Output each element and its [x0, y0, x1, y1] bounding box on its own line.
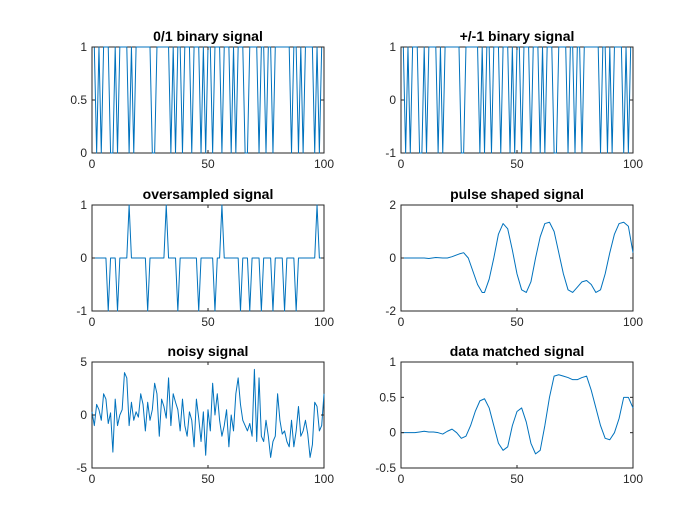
series-line — [91, 368, 325, 458]
x-tick-label: 100 — [623, 157, 643, 171]
y-tick-label: 0 — [389, 93, 396, 107]
y-tick-label: -2 — [385, 304, 396, 318]
panel-title: pulse shaped signal — [450, 186, 584, 202]
x-tick-label: 100 — [623, 472, 643, 486]
y-tick-label: 2 — [389, 198, 396, 212]
panel-title: data matched signal — [450, 343, 585, 359]
y-tick-label: -0.5 — [375, 461, 396, 475]
x-tick-label: 50 — [510, 315, 524, 329]
y-tick-label: 1 — [389, 40, 396, 54]
axes-box — [400, 204, 634, 312]
panel-title: +/-1 binary signal — [460, 28, 575, 44]
y-tick-label: 0 — [389, 426, 396, 440]
x-tick-label: 50 — [510, 157, 524, 171]
series-line — [401, 374, 634, 455]
panel-title: 0/1 binary signal — [153, 28, 263, 44]
x-tick-label: 100 — [314, 157, 334, 171]
x-tick-label: 100 — [314, 472, 334, 486]
x-tick-label: 0 — [398, 157, 405, 171]
y-tick-label: -1 — [385, 146, 396, 160]
x-tick-label: 50 — [201, 315, 215, 329]
x-tick-label: 100 — [623, 315, 643, 329]
panel-title: oversampled signal — [143, 186, 274, 202]
panel-binary-01: 0 50 100 0 0.5 1 0/1 binary signal — [70, 28, 334, 171]
panel-title: noisy signal — [168, 343, 249, 359]
x-tick-label: 100 — [314, 315, 334, 329]
y-tick-label: -5 — [76, 461, 87, 475]
x-tick-label: 50 — [201, 157, 215, 171]
y-tick-label: 5 — [80, 355, 87, 369]
series-line — [92, 204, 324, 312]
x-tick-label: 0 — [89, 315, 96, 329]
axes-box — [400, 361, 634, 469]
x-tick-label: 50 — [201, 472, 215, 486]
y-tick-label: 0 — [80, 408, 87, 422]
x-tick-label: 0 — [398, 315, 405, 329]
x-tick-label: 50 — [510, 472, 524, 486]
y-tick-label: 1 — [80, 198, 87, 212]
y-tick-label: 0 — [80, 146, 87, 160]
series-line — [401, 221, 634, 293]
y-tick-label: 0 — [80, 251, 87, 265]
y-tick-label: 1 — [389, 355, 396, 369]
y-tick-label: 0 — [389, 251, 396, 265]
x-tick-label: 0 — [89, 472, 96, 486]
y-tick-label: 0.5 — [70, 93, 87, 107]
x-tick-label: 0 — [398, 472, 405, 486]
y-tick-label: -1 — [76, 304, 87, 318]
y-tick-label: 0.5 — [379, 390, 396, 404]
x-tick-label: 0 — [89, 157, 96, 171]
y-tick-label: 1 — [80, 40, 87, 54]
panel-binary-pm1: 0 50 100-101+/-1 binary signal — [385, 28, 643, 171]
